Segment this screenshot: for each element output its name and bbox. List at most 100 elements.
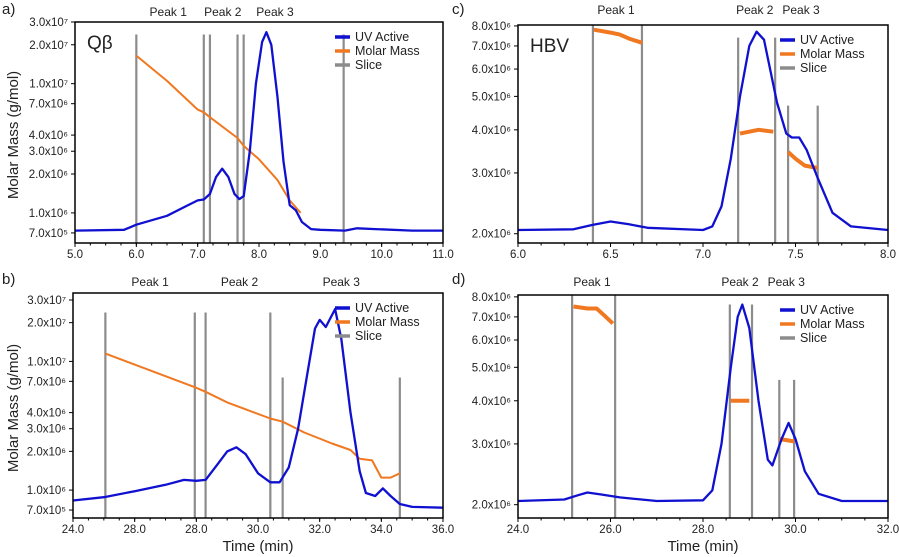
x-tick-label: 10.0 xyxy=(370,249,392,261)
y-tick-label: 7.0x10⁶ xyxy=(27,376,67,388)
legend-label: Molar Mass xyxy=(355,315,420,329)
y-tick-label: 3.0x10⁶ xyxy=(27,424,67,436)
panel-label: d) xyxy=(452,271,465,288)
y-tick-label: 2.0x10⁷ xyxy=(27,318,66,330)
y-tick-label: 1.0x10⁷ xyxy=(29,79,68,91)
panel-label: b) xyxy=(2,271,15,288)
y-tick-label: 8.0x10⁶ xyxy=(472,292,512,304)
y-tick-label: 8.0x10⁶ xyxy=(472,21,512,33)
y-tick-label: 6.0x10⁶ xyxy=(472,64,512,76)
legend-label: Slice xyxy=(355,329,382,343)
sample-label: Qβ xyxy=(87,33,113,54)
molar-mass-line xyxy=(593,27,643,45)
y-tick-label: 7.0x10⁵ xyxy=(27,505,67,517)
legend-label: UV Active xyxy=(800,33,854,47)
x-tick-label: 28.0 xyxy=(692,524,714,536)
x-tick-label: 24.0 xyxy=(62,524,84,536)
x-tick-label: 11.0 xyxy=(432,249,454,261)
x-tick-label: 30.0 xyxy=(784,524,806,536)
y-tick-label: 7.0x10⁶ xyxy=(472,312,512,324)
x-tick-label: 26.0 xyxy=(599,524,621,536)
peak-label: Peak 2 xyxy=(204,5,242,19)
molar-mass-line xyxy=(786,150,819,170)
x-tick-label: 8.0 xyxy=(880,249,896,261)
x-tick-label: 5.0 xyxy=(67,249,83,261)
x-tick-label: 7.0 xyxy=(695,249,711,261)
peak-label: Peak 3 xyxy=(323,275,361,289)
legend-label: Slice xyxy=(355,58,382,72)
y-tick-label: 6.0x10⁶ xyxy=(472,335,512,347)
legend-label: Molar Mass xyxy=(800,317,865,331)
legend-label: Molar Mass xyxy=(800,47,865,61)
y-tick-label: 1.0x10⁷ xyxy=(27,356,66,368)
xlabel-right: Time (min) xyxy=(667,538,738,555)
molar-mass-line xyxy=(135,54,302,214)
y-tick-label: 2.0x10⁶ xyxy=(472,500,512,512)
x-tick-label: 34.0 xyxy=(370,524,392,536)
x-tick-label: 30.0 xyxy=(247,524,269,536)
x-tick-label: 9.0 xyxy=(312,249,328,261)
panel-label: a) xyxy=(2,1,15,18)
ylabel-bottom: Molar Mass (g/mol) xyxy=(5,344,22,472)
y-tick-label: 4.0x10⁶ xyxy=(29,130,69,142)
y-tick-label: 2.0x10⁷ xyxy=(29,40,68,52)
panel-c: c) HBV 6.0 6.5 7.0 7.5 8.0 8.0x10⁶ 7.0x10⁶ 6.0x10… xyxy=(452,1,896,261)
x-tick-label: 6.5 xyxy=(603,249,619,261)
peak-label: Peak 3 xyxy=(768,275,806,289)
y-tick-label: 3.0x10⁷ xyxy=(27,295,66,307)
peak-label: Peak 1 xyxy=(131,275,169,289)
x-tick-label: 6.0 xyxy=(510,249,526,261)
x-tick-label: 24.0 xyxy=(507,524,529,536)
peak-label: Peak 1 xyxy=(573,275,611,289)
x-tick-label: 6.0 xyxy=(128,249,144,261)
x-tick-label: 8.0 xyxy=(251,249,267,261)
y-tick-label: 3.0x10⁶ xyxy=(29,146,69,158)
peak-label: Peak 2 xyxy=(221,275,259,289)
y-tick-label: 4.0x10⁶ xyxy=(472,396,512,408)
x-tick-label: 7.0 xyxy=(190,249,206,261)
y-tick-label: 7.0x10⁶ xyxy=(472,41,512,53)
y-tick-label: 2.0x10⁶ xyxy=(29,169,69,181)
x-tick-label: 7.5 xyxy=(788,249,804,261)
legend-label: Slice xyxy=(800,331,827,345)
x-tick-label: 32.0 xyxy=(877,524,899,536)
x-tick-label: 36.0 xyxy=(432,524,454,536)
y-tick-label: 1.0x10⁶ xyxy=(27,485,67,497)
uv-active-line xyxy=(74,31,443,232)
y-tick-label: 5.0x10⁶ xyxy=(472,91,512,103)
peak-label: Peak 3 xyxy=(256,5,294,19)
y-tick-label: 4.0x10⁶ xyxy=(27,408,67,420)
uv-active-line xyxy=(72,307,444,509)
panel-label: c) xyxy=(452,1,465,18)
y-tick-label: 7.0x10⁶ xyxy=(29,99,69,111)
y-tick-label: 1.0x10⁶ xyxy=(29,208,69,220)
x-tick-label: 32.0 xyxy=(308,524,330,536)
y-tick-label: 3.0x10⁶ xyxy=(472,439,512,451)
panel-a: a) Qβ 5.0 6.0 7.0 8.0 9.0 10.0 11.0 3.0x10⁷ 2.0x10… xyxy=(2,1,454,261)
y-tick-label: 7.0x10⁵ xyxy=(29,228,69,240)
molar-mass-line xyxy=(573,304,615,325)
legend-label: UV Active xyxy=(800,303,854,317)
y-tick-label: 4.0x10⁶ xyxy=(472,125,512,137)
peak-label: Peak 3 xyxy=(782,3,820,17)
molar-mass-line xyxy=(739,127,774,136)
uv-active-line xyxy=(517,30,889,232)
y-tick-label: 2.0x10⁶ xyxy=(472,229,512,241)
y-tick-label: 3.0x10⁶ xyxy=(472,168,512,180)
x-tick-label: 28.0 xyxy=(185,524,207,536)
peak-label: Peak 1 xyxy=(597,3,635,17)
uv-active-line xyxy=(517,303,888,503)
panel-b: b) 24.0 28.0 28.0 30.0 32.0 34.0 36.0 3.0x10⁷ 2.0… xyxy=(2,271,454,536)
ylabel-top: Molar Mass (g/mol) xyxy=(5,71,22,199)
legend-label: UV Active xyxy=(355,30,409,44)
peak-label: Peak 2 xyxy=(721,275,759,289)
peak-label: Peak 1 xyxy=(150,5,188,19)
legend-label: Slice xyxy=(800,61,827,75)
panel-d: d) 24.0 26.0 28.0 30.0 32.0 8.0x10⁶ 7.0x10⁶ 6.0x… xyxy=(452,271,899,536)
y-tick-label: 5.0x10⁶ xyxy=(472,362,512,374)
peak-label: Peak 2 xyxy=(736,3,774,17)
x-tick-label: 28.0 xyxy=(123,524,145,536)
legend-label: UV Active xyxy=(355,301,409,315)
molar-mass-line xyxy=(105,352,401,479)
